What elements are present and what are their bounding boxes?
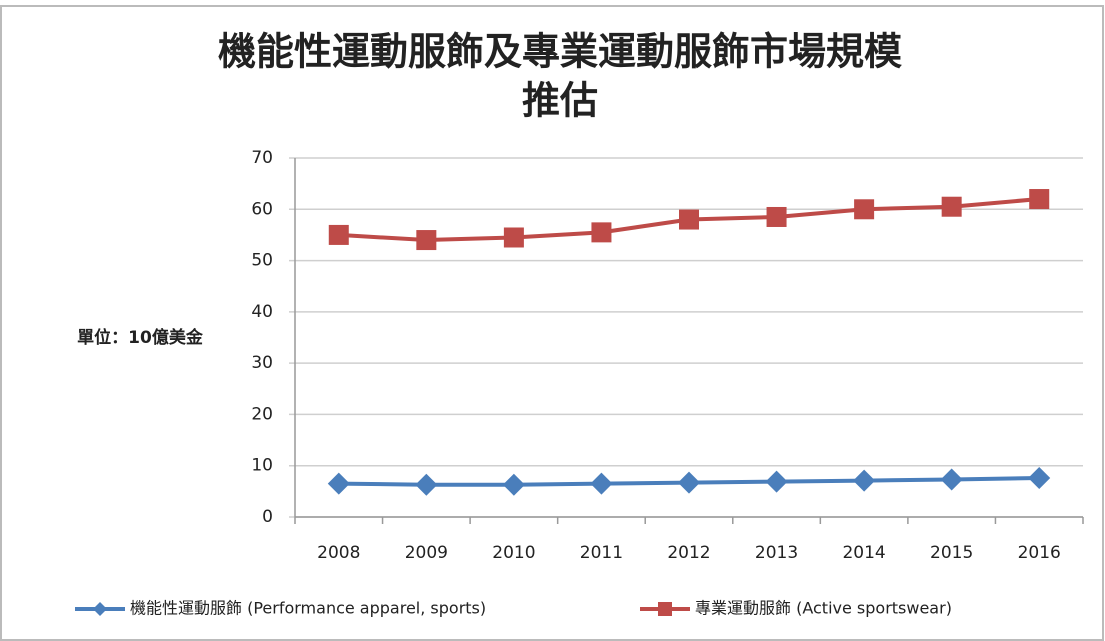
chart-title: 推估: [522, 78, 598, 123]
y-tick-label: 0: [262, 507, 273, 527]
marker: [679, 209, 699, 230]
legend-label: 專業運動服飾 (Active sportswear): [695, 599, 952, 618]
chart-title: 機能性運動服飾及專業運動服飾市場規模: [218, 29, 902, 74]
x-tick-label: 2013: [755, 543, 798, 563]
marker: [854, 199, 875, 220]
y-tick-label: 40: [251, 302, 273, 322]
marker: [503, 227, 524, 248]
marker: [93, 602, 107, 616]
x-tick-label: 2015: [930, 543, 973, 563]
marker: [678, 471, 700, 494]
x-tick-label: 2009: [405, 543, 448, 563]
x-tick-label: 2012: [667, 543, 710, 563]
y-tick-label: 60: [251, 199, 273, 219]
y-tick-label: 50: [251, 251, 273, 271]
marker: [415, 473, 438, 496]
marker: [502, 473, 525, 496]
marker: [1029, 189, 1050, 210]
marker: [940, 468, 963, 491]
x-tick-label: 2008: [317, 543, 360, 563]
y-tick-label: 20: [251, 404, 273, 424]
y-tick-label: 10: [251, 456, 273, 476]
marker: [591, 222, 612, 243]
marker: [327, 472, 350, 495]
x-tick-label: 2010: [492, 543, 535, 563]
marker: [1028, 467, 1051, 490]
marker: [658, 602, 672, 616]
y-axis-label: 單位：10億美金: [77, 327, 204, 348]
marker: [853, 469, 876, 492]
x-tick-label: 2016: [1018, 543, 1061, 563]
y-tick-label: 30: [251, 353, 273, 373]
legend-label: 機能性運動服飾 (Performance apparel, sports): [130, 599, 486, 618]
y-tick-label: 70: [251, 148, 273, 168]
marker: [328, 224, 349, 245]
x-tick-label: 2014: [842, 543, 885, 563]
x-tick-label: 2011: [580, 543, 623, 563]
marker: [941, 196, 962, 217]
marker: [765, 470, 788, 493]
marker: [590, 472, 613, 495]
chart-frame: [0, 5, 1104, 641]
marker: [416, 230, 437, 251]
marker: [766, 206, 787, 227]
